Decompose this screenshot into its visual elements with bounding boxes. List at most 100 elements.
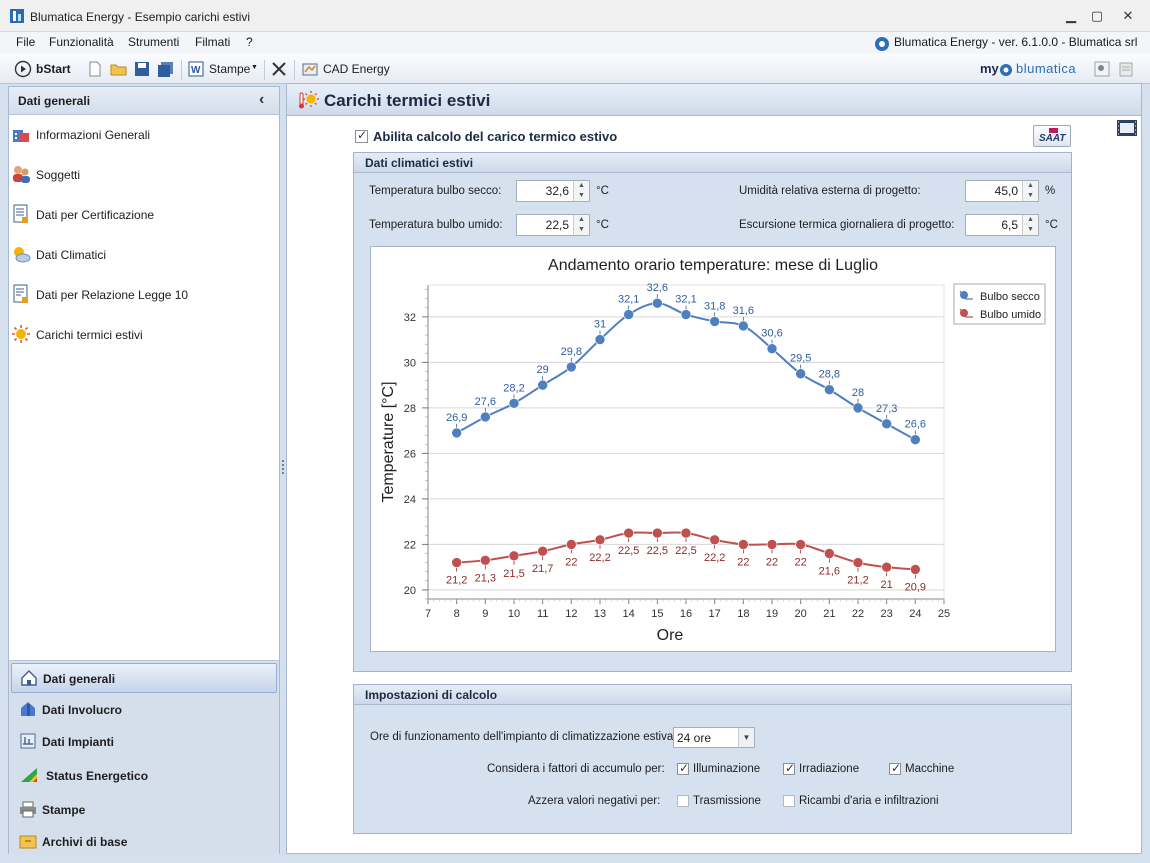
- spin-arrows-icon[interactable]: ▲ ▼: [573, 215, 589, 235]
- group-stampe[interactable]: Stampe: [11, 795, 277, 825]
- data-point: [508, 398, 520, 409]
- group-dati-impianti[interactable]: Dati Impianti: [11, 727, 277, 757]
- blumatica-logo-icon: [1000, 64, 1012, 76]
- enable-summer-load-checkbox[interactable]: Abilita calcolo del carico termico estiv…: [355, 128, 655, 146]
- menu-filmati[interactable]: Filmati: [195, 35, 231, 49]
- data-label: 28,8: [819, 369, 840, 381]
- minimize-button[interactable]: ▁: [1066, 8, 1076, 23]
- data-point: [738, 539, 749, 550]
- macchine-checkbox[interactable]: Macchine: [889, 761, 989, 778]
- y-tick-label: 32: [404, 312, 416, 324]
- humidity-value: 45,0: [994, 184, 1018, 198]
- legend-label: Bulbo umido: [980, 309, 1041, 321]
- collapse-chevron-icon[interactable]: ‹: [259, 91, 265, 108]
- x-tick-label: 11: [537, 608, 548, 620]
- stampe-label: Stampe: [209, 62, 251, 76]
- user-add-icon[interactable]: [1094, 61, 1110, 77]
- nav-item-soggetti[interactable]: Soggetti: [11, 164, 271, 186]
- excursion-value: 6,5: [1001, 218, 1018, 232]
- azzera-label: Azzera valori negativi per:: [528, 795, 661, 807]
- open-folder-icon[interactable]: [110, 61, 128, 77]
- hours-select[interactable]: 24 ore ▼: [673, 727, 755, 748]
- filmstrip-icon[interactable]: [1116, 118, 1138, 138]
- excursion-spinner[interactable]: 6,5 ▲ ▼: [965, 214, 1039, 236]
- trasmissione-label: Trasmissione: [693, 795, 761, 807]
- illuminazione-checkbox[interactable]: Illuminazione: [677, 761, 777, 778]
- nav-item-label: Informazioni Generali: [36, 128, 151, 142]
- data-label: 22,5: [675, 545, 696, 557]
- maximize-button[interactable]: ▢: [1090, 8, 1104, 23]
- group-label: Dati Impianti: [42, 735, 115, 749]
- pane-splitter[interactable]: [281, 86, 286, 854]
- stampe-button[interactable]: W Stampe ▼: [188, 60, 260, 80]
- data-label: 30,6: [761, 328, 782, 340]
- myblumatica-logo[interactable]: my blumatica: [980, 61, 1086, 79]
- bstart-button[interactable]: bStart: [14, 60, 84, 80]
- macchine-label: Macchine: [905, 763, 955, 775]
- data-label: 21,3: [475, 572, 496, 584]
- y-tick-label: 30: [404, 357, 416, 369]
- nav-item-informazioni-generali[interactable]: Informazioni Generali: [11, 124, 271, 146]
- save-icon[interactable]: [134, 61, 150, 77]
- menu-strumenti[interactable]: Strumenti: [128, 35, 180, 49]
- data-point: [652, 297, 663, 309]
- save-all-icon[interactable]: [157, 61, 175, 77]
- saat-button[interactable]: SAAT: [1033, 125, 1071, 147]
- checkbox-box: [889, 761, 901, 775]
- data-label: 22: [737, 556, 749, 568]
- data-point: [738, 320, 749, 332]
- version-text: Blumatica Energy - ver. 6.1.0.0 - Blumat…: [894, 35, 1138, 49]
- group-dati-generali[interactable]: Dati generali: [11, 663, 277, 693]
- group-dati-involucro[interactable]: Dati Involucro: [11, 695, 277, 725]
- irradiazione-checkbox[interactable]: Irradiazione: [783, 761, 883, 778]
- menu-funzionalita[interactable]: Funzionalità: [49, 35, 114, 49]
- new-file-icon[interactable]: [88, 61, 102, 77]
- data-label: 32,1: [675, 294, 696, 306]
- humidity-spinner[interactable]: 45,0 ▲ ▼: [965, 180, 1039, 202]
- trasmissione-checkbox[interactable]: Trasmissione: [677, 794, 777, 810]
- climate-data-header: Dati climatici estivi: [354, 153, 1071, 173]
- dry-bulb-spinner[interactable]: 32,6 ▲ ▼: [516, 180, 590, 202]
- navigation-groups: Dati generali Dati Involucro Dati Impian…: [9, 660, 279, 854]
- people-icon: [13, 166, 30, 183]
- wet-bulb-spinner[interactable]: 22,5 ▲ ▼: [516, 214, 590, 236]
- y-tick-label: 20: [404, 585, 416, 597]
- wet-bulb-label: Temperatura bulbo umido:: [369, 219, 503, 231]
- data-point: [537, 545, 548, 557]
- envelope-building-icon: [21, 702, 35, 716]
- toolbar: bStart W Stampe ▼ CAD Energy my blumatic…: [0, 54, 1150, 84]
- tools-icon[interactable]: [271, 61, 287, 77]
- enable-summer-load-label: Abilita calcolo del carico termico estiv…: [373, 129, 618, 144]
- dropdown-arrow-icon[interactable]: ▼: [738, 728, 754, 747]
- menu-help[interactable]: ?: [246, 35, 253, 49]
- x-tick-label: 18: [737, 608, 749, 620]
- data-point: [451, 557, 462, 568]
- group-status-energetico[interactable]: Status Energetico: [11, 761, 277, 791]
- ricambi-aria-checkbox[interactable]: Ricambi d'aria e infiltrazioni: [783, 794, 983, 810]
- data-point: [566, 361, 577, 373]
- spin-arrows-icon[interactable]: ▲ ▼: [1022, 181, 1038, 201]
- document-icon: [13, 204, 28, 223]
- data-label: 22,5: [618, 545, 639, 557]
- x-tick-label: 14: [623, 608, 635, 620]
- checkbox-box: [783, 795, 795, 807]
- menu-file[interactable]: File: [16, 35, 36, 49]
- notes-icon[interactable]: [1118, 61, 1134, 77]
- spin-arrows-icon[interactable]: ▲ ▼: [1022, 215, 1038, 235]
- toolbar-separator: [294, 60, 295, 80]
- nav-item-dati-certificazione[interactable]: Dati per Certificazione: [11, 204, 271, 226]
- data-label: 21: [881, 579, 893, 591]
- nav-item-carichi-termici-estivi[interactable]: Carichi termici estivi: [11, 324, 271, 346]
- main-header: Carichi termici estivi: [287, 84, 1141, 116]
- nav-item-relazione-legge-10[interactable]: Dati per Relazione Legge 10: [11, 284, 271, 306]
- calculation-settings-header: Impostazioni di calcolo: [354, 685, 1071, 705]
- spin-arrows-icon[interactable]: ▲ ▼: [573, 181, 589, 201]
- energy-class-icon: [21, 768, 37, 782]
- data-label: 31: [594, 319, 606, 331]
- close-button[interactable]: ✕: [1122, 8, 1134, 23]
- cad-energy-button[interactable]: CAD Energy: [302, 60, 392, 80]
- group-archivi-di-base[interactable]: Archivi di base: [11, 827, 277, 857]
- word-document-icon: W: [188, 61, 204, 77]
- data-label: 21,2: [446, 575, 467, 587]
- nav-item-dati-climatici[interactable]: Dati Climatici: [11, 244, 271, 266]
